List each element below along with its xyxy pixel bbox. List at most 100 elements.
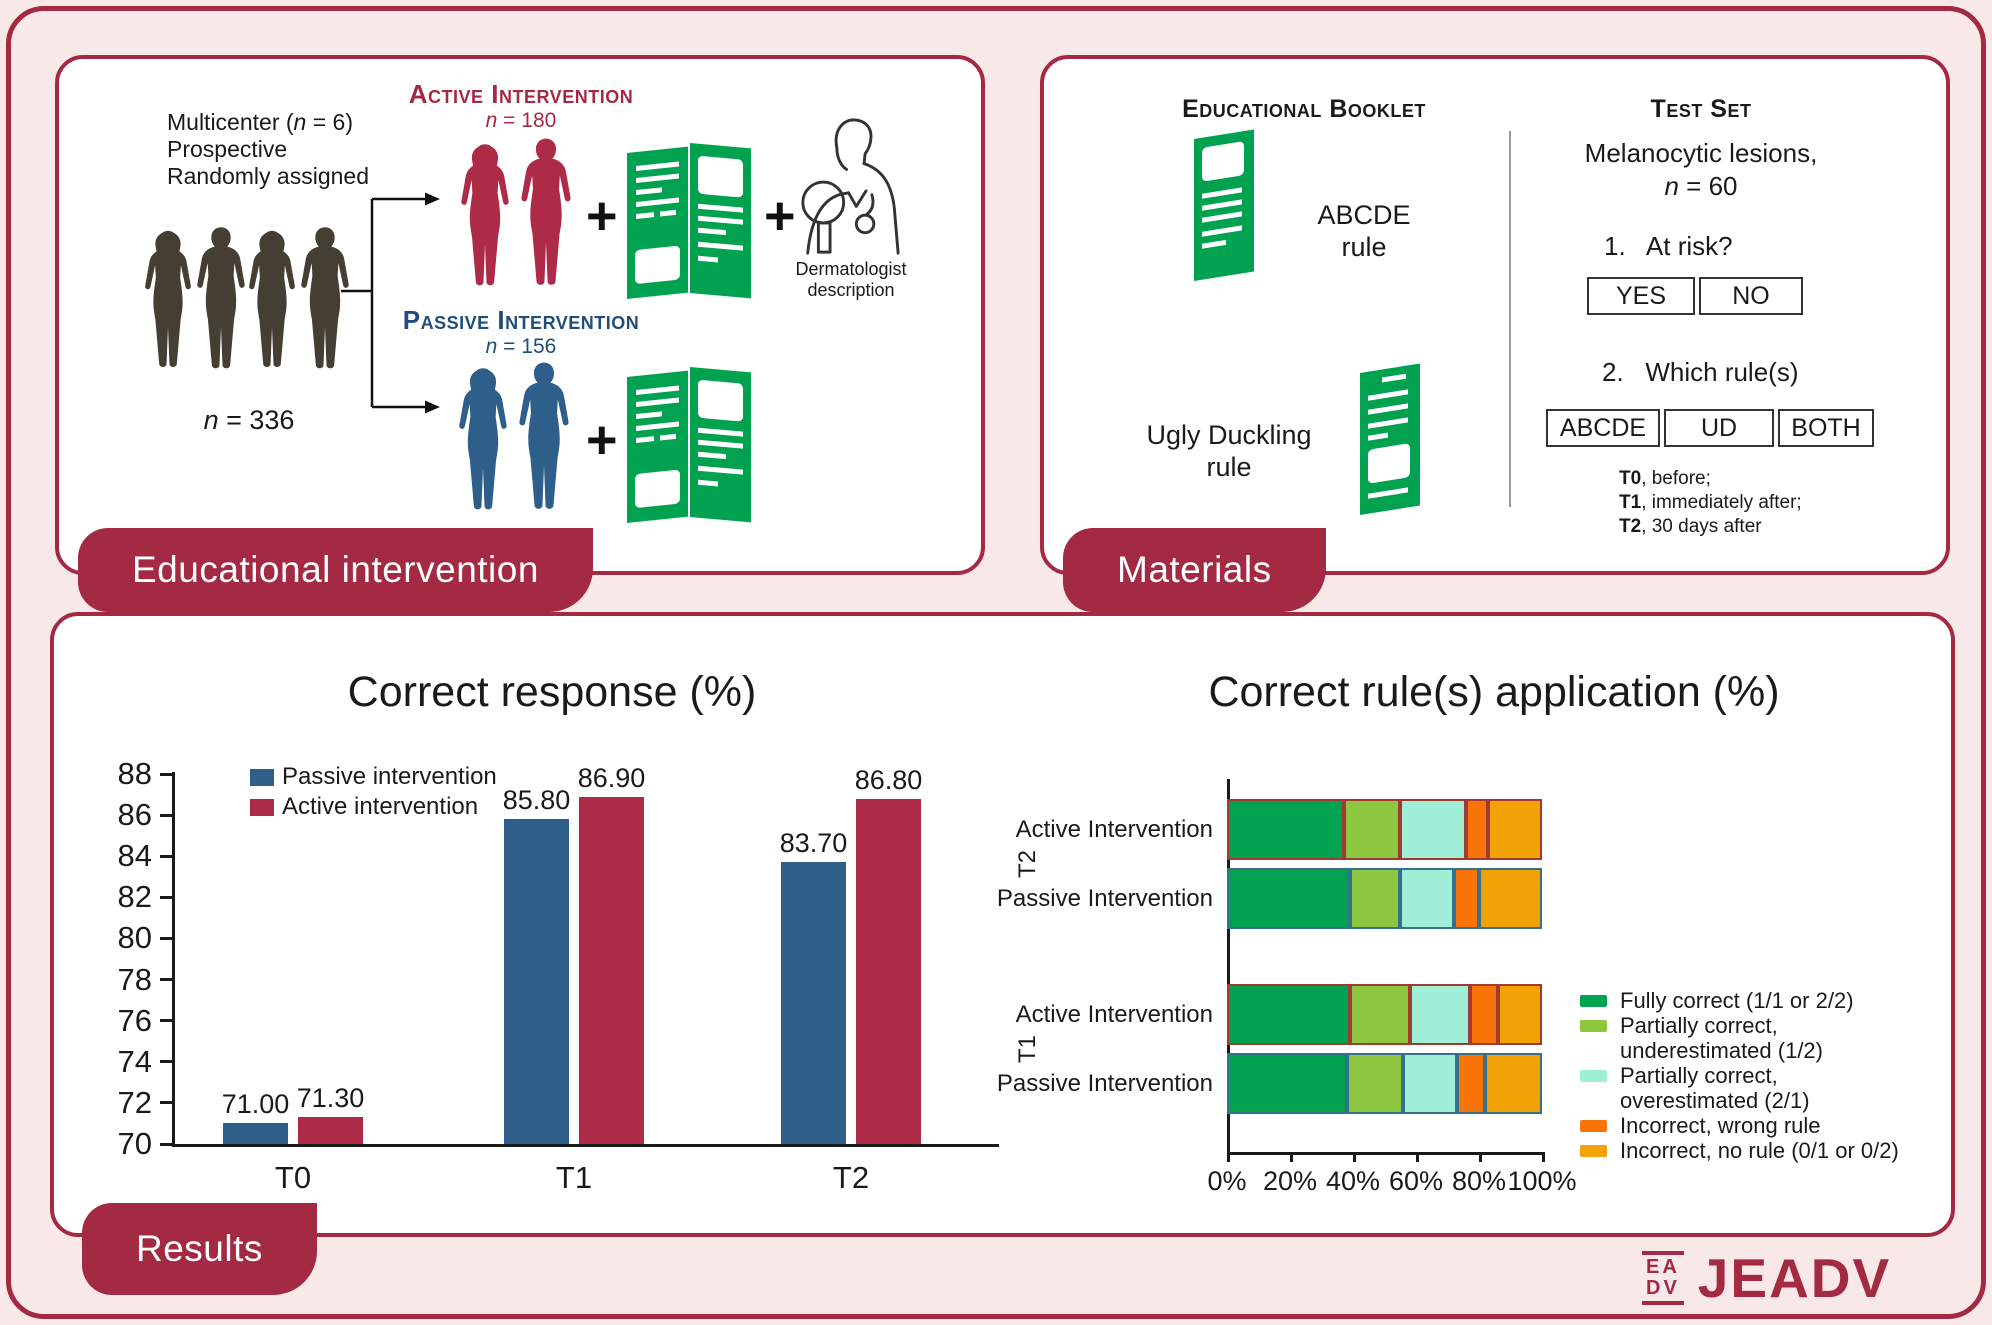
study-line-prospective: Prospective — [167, 136, 288, 162]
bar-value-label: 71.00 — [221, 1089, 290, 1120]
timing-t0: T0, before; — [1619, 467, 1802, 491]
bar-segment — [1349, 868, 1401, 929]
y-tick-label: 86 — [117, 797, 152, 833]
bar-segment — [1456, 1053, 1486, 1114]
group-label: T1 — [1014, 1035, 1041, 1064]
y-tick — [160, 978, 172, 982]
stacked-bar-row — [1227, 1053, 1542, 1114]
y-tick-label: 76 — [117, 1002, 152, 1038]
bar-segment — [1409, 984, 1470, 1045]
timing-t2-text: , 30 days after — [1641, 516, 1762, 537]
legend-label: Partially correct, overestimated (2/1) — [1620, 1063, 1810, 1113]
x-tick-label: 100% — [1507, 1166, 1577, 1196]
timing-t0-text: , before; — [1641, 468, 1711, 489]
stacked-bar-row — [1227, 799, 1542, 860]
y-tick-label: 78 — [117, 961, 152, 997]
option-ud: UD — [1664, 409, 1774, 447]
x-tick — [1479, 1152, 1482, 1162]
timing-t2-label: T2 — [1619, 516, 1642, 537]
bar-segment — [1478, 868, 1542, 929]
timing-legend: T0, before; T1, immediately after; T2, 3… — [1619, 467, 1802, 539]
bar-segment — [1227, 799, 1344, 860]
panel-materials: Educational Booklet Test Set ABCDE rule … — [1040, 55, 1950, 575]
bar-value-label: 83.70 — [779, 828, 848, 859]
bar-segment — [1453, 868, 1479, 929]
row-label: Passive Intervention — [996, 1069, 1213, 1097]
bar-value-label: 86.90 — [577, 762, 646, 793]
legend-label: Partially correct, underestimated (1/2) — [1620, 1013, 1823, 1063]
legend-label: Incorrect, no rule (0/1 or 0/2) — [1620, 1138, 1899, 1163]
y-tick-label: 84 — [117, 838, 152, 874]
legend-swatch — [1580, 1020, 1607, 1032]
dermatologist-caption: Dermatologist description — [785, 259, 917, 301]
active-couple-icon — [461, 138, 571, 286]
bar-passive-intervention — [504, 819, 569, 1144]
heading-test-set: Test Set — [1650, 95, 1752, 123]
cohort-silhouettes-icon — [145, 227, 349, 369]
passive-arm-n: n = 156 — [485, 335, 557, 358]
x-axis-right — [1227, 1152, 1545, 1155]
legend-swatch — [250, 769, 274, 786]
ugly-duckling-leaflet-icon — [1356, 359, 1426, 527]
x-tick — [1353, 1152, 1356, 1162]
study-design-text: Multicenter (n = 6) Prospective Randomly… — [167, 109, 369, 190]
y-tick — [160, 1101, 172, 1105]
heading-educational-booklet: Educational Booklet — [1182, 95, 1426, 123]
ugly-duckling-line2: rule — [1206, 452, 1252, 482]
timing-t0-label: T0 — [1619, 468, 1642, 489]
abcde-rule-line2: rule — [1341, 232, 1387, 262]
x-tick-label: 60% — [1388, 1166, 1444, 1196]
jeadv-wordmark: JEADV — [1697, 1247, 1892, 1309]
eadv-emblem-line2: DV — [1646, 1277, 1680, 1299]
ugly-duckling-rule-label: Ugly Duckling rule — [1144, 419, 1314, 483]
bar-active-intervention — [856, 798, 921, 1144]
y-tick-label: 88 — [117, 756, 152, 791]
dermatologist-icon — [794, 115, 906, 256]
bar-passive-intervention — [781, 862, 846, 1144]
randomization-branch-arrows — [341, 192, 440, 414]
y-tick — [160, 854, 172, 858]
bar-segment — [1349, 984, 1410, 1045]
row-label: Passive Intervention — [996, 884, 1213, 912]
bar-segment — [1227, 984, 1350, 1045]
bar-value-label: 85.80 — [502, 785, 571, 816]
study-line-randomized: Randomly assigned — [167, 163, 370, 189]
y-tick — [160, 772, 172, 776]
bar-passive-intervention — [223, 1123, 288, 1144]
question-2: 2. Which rule(s) — [1602, 357, 1799, 387]
panel-results: Correct response (%) Correct rule(s) app… — [50, 612, 1955, 1237]
badge-results: Results — [82, 1203, 317, 1295]
plus-sign-2: + — [764, 186, 796, 246]
y-tick — [160, 1019, 172, 1023]
booklet-icon-passive — [624, 361, 756, 533]
option-abcde: ABCDE — [1546, 409, 1660, 447]
passive-arm-title: Passive Intervention — [402, 305, 640, 335]
legend-swatch — [250, 799, 274, 816]
timing-t1-text: , immediately after; — [1641, 492, 1802, 513]
bar-segment — [1485, 1053, 1542, 1114]
bar-segment — [1346, 1053, 1404, 1114]
eadv-emblem-icon: EA DV — [1642, 1251, 1684, 1305]
cohort-n-label: n = 336 — [203, 405, 295, 435]
journal-logo: EA DV JEADV — [1642, 1246, 1891, 1310]
bar-value-label: 86.80 — [854, 764, 923, 795]
legend-label: Passive intervention — [282, 763, 497, 790]
y-tick-label: 82 — [117, 879, 152, 915]
dermatologist-caption-line1: Dermatologist — [795, 259, 907, 279]
timing-t1-label: T1 — [1619, 492, 1642, 513]
question-2-options: ABCDE UD BOTH — [1546, 409, 1874, 447]
bar-segment — [1497, 984, 1542, 1045]
timing-t1: T1, immediately after; — [1619, 491, 1802, 515]
x-tick — [1542, 1152, 1545, 1162]
y-tick-label: 72 — [117, 1084, 152, 1120]
y-axis-right — [1227, 779, 1230, 1152]
x-category-label: T2 — [832, 1160, 870, 1195]
bar-segment — [1227, 868, 1350, 929]
timing-t2: T2, 30 days after — [1619, 515, 1802, 539]
bar-value-label: 71.30 — [296, 1083, 365, 1114]
legend-swatch — [1580, 1070, 1607, 1082]
badge-materials: Materials — [1063, 528, 1326, 612]
group-label: T2 — [1014, 850, 1041, 879]
active-arm-title: Active Intervention — [408, 79, 634, 109]
bar-active-intervention — [298, 1117, 363, 1144]
